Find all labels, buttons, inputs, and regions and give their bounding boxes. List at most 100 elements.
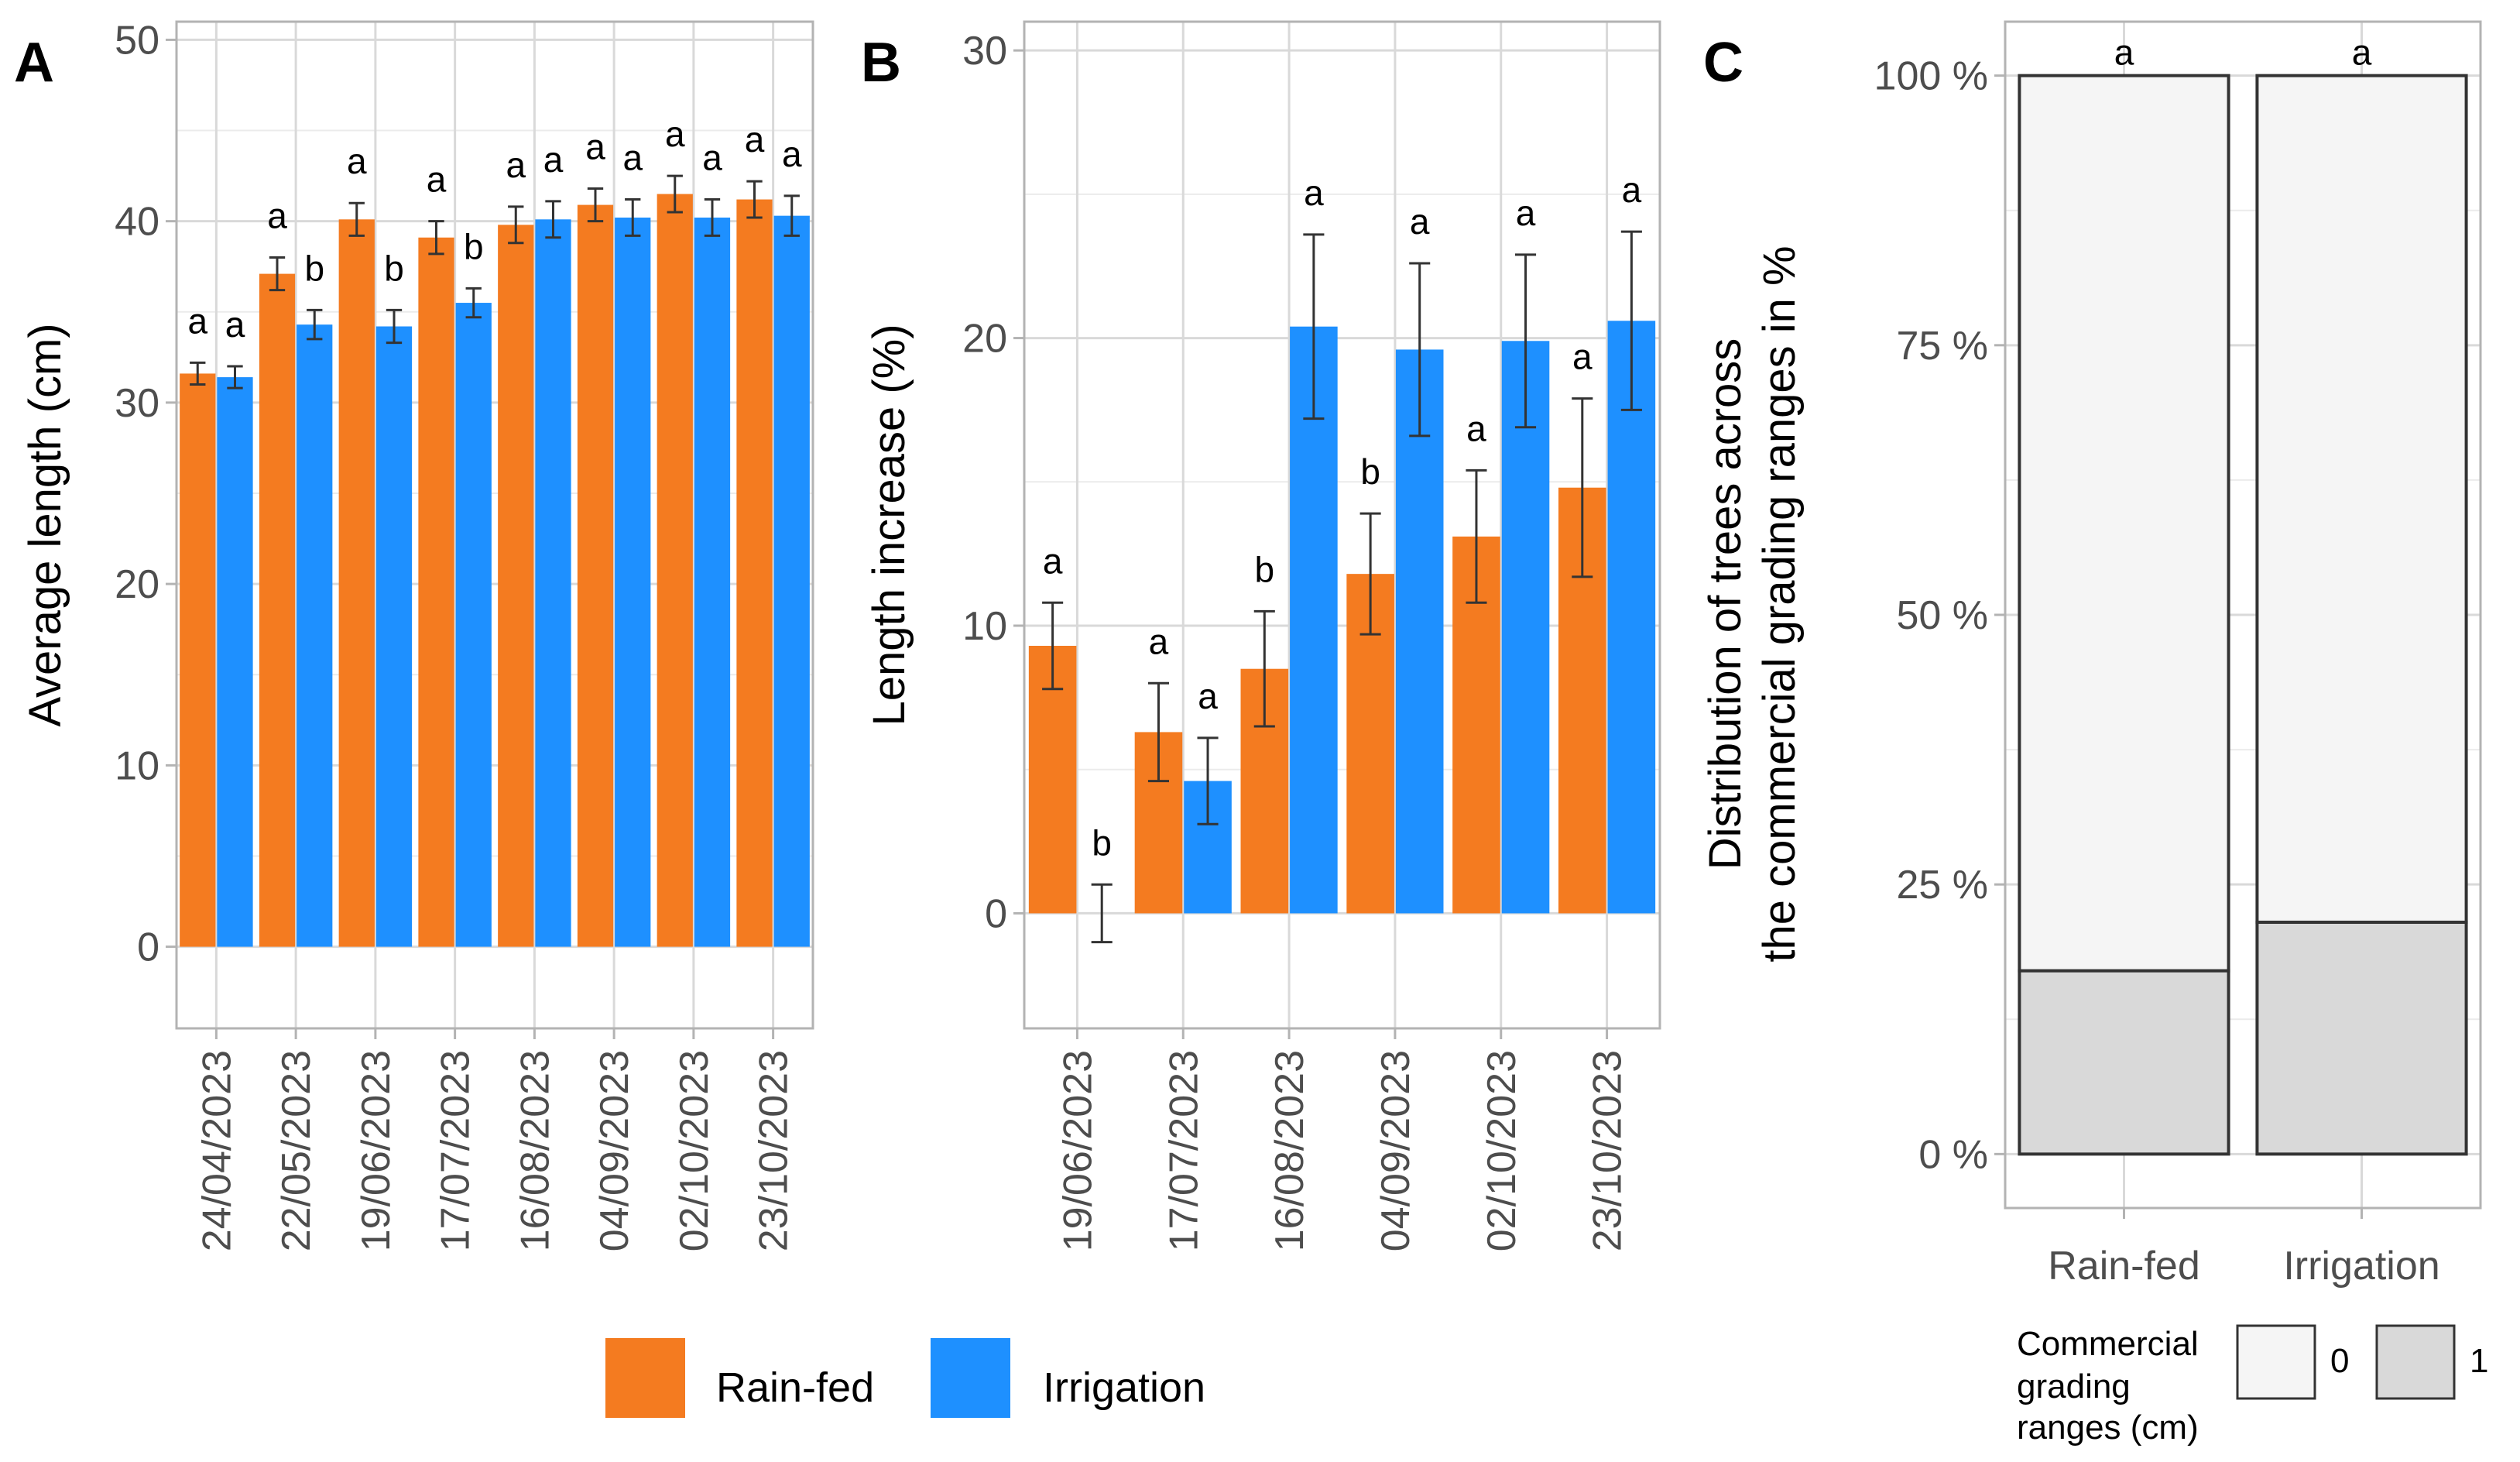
a-sig-letter-irrigation: b (464, 226, 484, 266)
c-x-tick-label: Rain-fed (2048, 1244, 2200, 1289)
b-bar-rainfed (1028, 646, 1077, 914)
a-sig-letter-irrigation: a (702, 138, 722, 178)
a-bar-irrigation (455, 303, 492, 947)
b-sig-letter-irrigation: a (1410, 201, 1430, 242)
b-sig-letter-rainfed: a (1043, 541, 1063, 581)
legend-swatch-grade-1 (2375, 1324, 2456, 1400)
panel-a-y-axis-title: Average length (cm) (20, 323, 70, 726)
a-y-tick-label: 20 (115, 562, 159, 607)
legend-swatch-rainfed (605, 1338, 685, 1418)
panel-c-y-axis-title-line2: the commercial grading ranges in % (1754, 245, 1805, 962)
c-y-tick-label: 50 % (1896, 593, 1988, 638)
a-bar-irrigation (773, 215, 810, 947)
c-bar-grade-0 (2255, 74, 2468, 924)
a-bar-rainfed (657, 194, 693, 947)
panel-b-letter: B (861, 32, 901, 94)
b-bar-irrigation (1395, 349, 1444, 914)
c-y-tick-label: 25 % (1896, 863, 1988, 908)
b-sig-letter-irrigation: a (1304, 173, 1324, 213)
b-sig-letter-irrigation: a (1198, 676, 1218, 716)
c-sig-letter: a (2352, 33, 2372, 73)
a-bar-irrigation (297, 324, 333, 947)
a-y-tick-label: 10 (115, 743, 159, 788)
b-x-tick-label: 16/08/2023 (1267, 1050, 1312, 1251)
panel-b-y-axis-title: Length increase (%) (864, 324, 914, 726)
a-sig-letter-rainfed: a (187, 300, 207, 341)
b-x-tick-label: 19/06/2023 (1055, 1050, 1100, 1251)
a-y-tick-label: 0 (137, 925, 159, 970)
a-sig-letter-irrigation: a (622, 138, 643, 178)
legend-c-title-line1: Commercial (2017, 1325, 2199, 1363)
a-sig-letter-rainfed: a (267, 196, 287, 236)
a-bar-rainfed (736, 199, 773, 947)
b-x-tick-label: 17/07/2023 (1161, 1050, 1206, 1251)
panel-a-letter: A (14, 32, 54, 94)
b-bar-irrigation (1290, 326, 1338, 914)
a-bar-rainfed (498, 225, 534, 947)
a-sig-letter-irrigation: a (782, 134, 802, 174)
panel-c: C a a 0 % 25 % 50 % 75 % 100 % Rain-fed Irriga… (1700, 20, 2482, 1289)
panel-b-frame (1023, 20, 1661, 1030)
a-x-tick-label: 24/04/2023 (194, 1050, 239, 1251)
b-sig-letter-rainfed: b (1360, 451, 1380, 492)
b-sig-letter-irrigation: a (1622, 170, 1642, 210)
c-bar-grade-1 (2018, 969, 2230, 1156)
legend-swatch-irrigation (931, 1338, 1010, 1418)
a-sig-letter-rainfed: a (347, 141, 367, 181)
a-sig-letter-rainfed: a (585, 126, 605, 166)
b-sig-letter-irrigation: b (1092, 822, 1112, 863)
a-x-tick-label: 02/10/2023 (672, 1050, 717, 1251)
a-bar-rainfed (180, 373, 216, 947)
a-bar-rainfed (338, 219, 375, 947)
legend-label-rainfed: Rain-fed (716, 1364, 874, 1411)
a-bar-irrigation (535, 219, 571, 947)
a-bar-irrigation (375, 326, 413, 947)
c-sig-letter: a (2114, 33, 2134, 73)
b-bar-irrigation (1607, 321, 1656, 914)
c-y-tick-label: 0 % (1918, 1132, 1988, 1177)
a-bar-irrigation (694, 217, 731, 947)
b-y-tick-label: 0 (985, 891, 1007, 936)
legend-c-title-line3: ranges (cm) (2017, 1409, 2199, 1447)
c-y-tick-label: 75 % (1896, 324, 1988, 369)
a-sig-letter-rainfed: a (427, 160, 447, 200)
a-bar-irrigation (217, 377, 253, 947)
b-sig-letter-rainfed: b (1254, 549, 1274, 589)
a-sig-letter-irrigation: a (225, 304, 245, 345)
b-bar-irrigation (1501, 341, 1550, 914)
a-x-tick-label: 22/05/2023 (274, 1050, 319, 1251)
a-x-tick-label: 17/07/2023 (434, 1050, 478, 1251)
a-bar-irrigation (615, 217, 651, 947)
panel-c-letter: C (1703, 32, 1743, 94)
panel-c-y-axis-title-line1: Distribution of trees across (1700, 338, 1750, 870)
c-y-tick-label: 100 % (1874, 54, 1988, 99)
a-y-tick-label: 40 (115, 200, 159, 245)
a-bar-rainfed (577, 204, 614, 947)
a-y-tick-label: 50 (115, 18, 159, 63)
a-bar-rainfed (259, 273, 296, 947)
b-y-tick-label: 20 (962, 317, 1007, 362)
b-x-tick-label: 04/09/2023 (1373, 1050, 1418, 1251)
b-y-tick-label: 10 (962, 604, 1007, 649)
panel-a-frame (175, 20, 814, 1030)
legend-grading: Commercial grading ranges (cm) 0 1 (2017, 1324, 2488, 1447)
a-bar-rainfed (418, 237, 454, 947)
legend-label-irrigation: Irrigation (1043, 1364, 1205, 1411)
c-bar-grade-0 (2018, 74, 2230, 973)
b-sig-letter-rainfed: a (1572, 337, 1593, 377)
b-sig-letter-rainfed: a (1149, 621, 1169, 661)
a-x-tick-label: 04/09/2023 (592, 1050, 637, 1251)
a-sig-letter-irrigation: a (543, 139, 564, 180)
a-sig-letter-rainfed: a (506, 145, 526, 185)
b-sig-letter-rainfed: a (1466, 408, 1486, 448)
a-y-tick-label: 30 (115, 381, 159, 426)
b-x-tick-label: 23/10/2023 (1586, 1050, 1630, 1251)
legend-c-title-line2: grading (2017, 1368, 2131, 1405)
b-x-tick-label: 02/10/2023 (1479, 1050, 1524, 1251)
a-sig-letter-irrigation: b (384, 248, 404, 288)
legend-label-grade-1: 1 (2470, 1342, 2488, 1380)
b-sig-letter-irrigation: a (1516, 193, 1536, 233)
legend-label-grade-0: 0 (2330, 1342, 2349, 1380)
